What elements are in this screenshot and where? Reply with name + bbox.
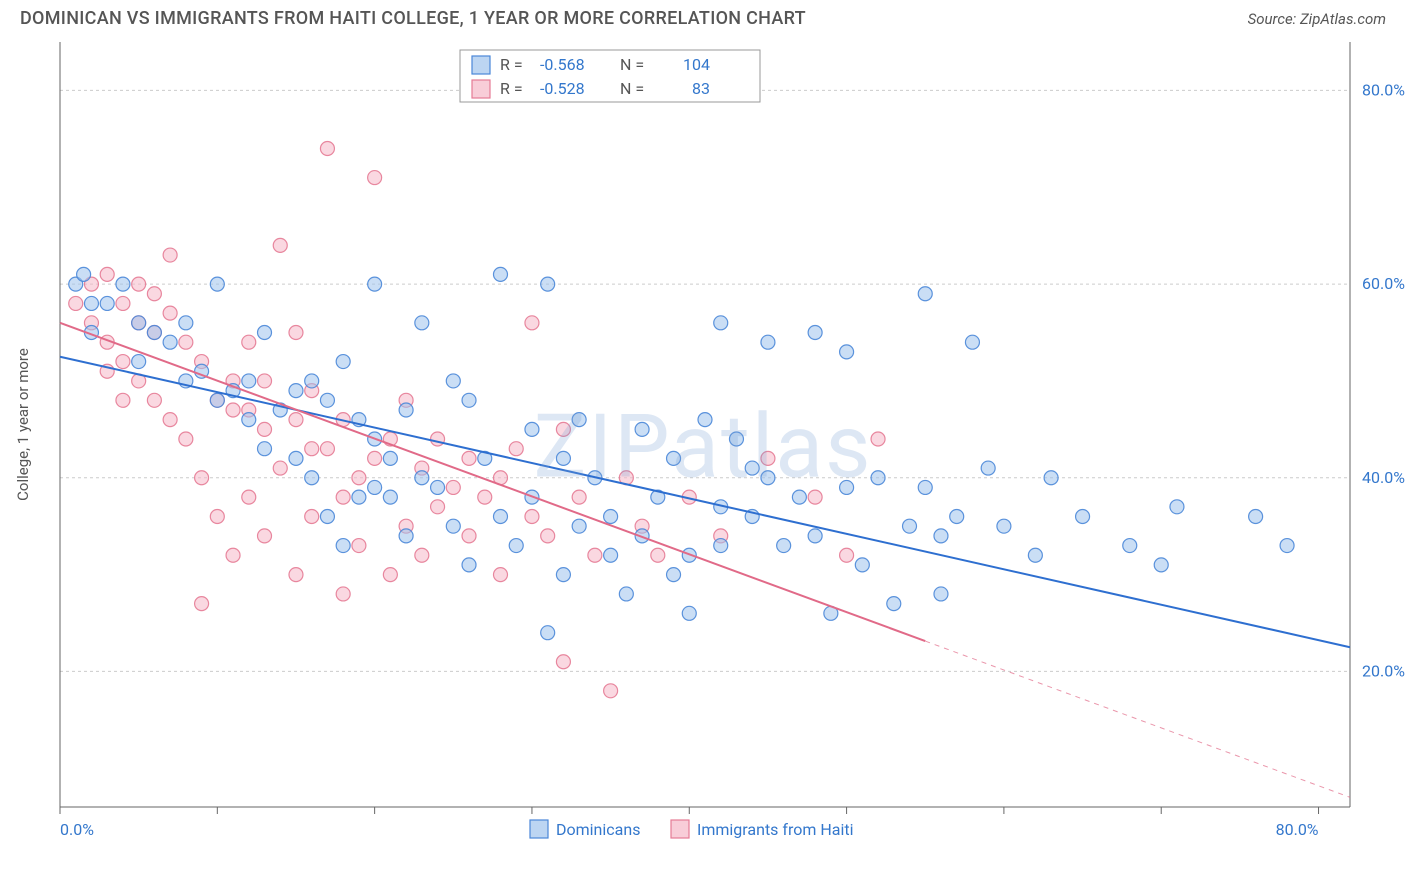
svg-text:40.0%: 40.0%	[1362, 468, 1405, 487]
source-prefix: Source:	[1248, 10, 1300, 28]
chart-title: DOMINICAN VS IMMIGRANTS FROM HAITI COLLE…	[20, 8, 806, 29]
svg-text:83: 83	[692, 79, 710, 98]
svg-text:80.0%: 80.0%	[1276, 820, 1319, 839]
svg-text:R =: R =	[500, 79, 523, 98]
svg-text:60.0%: 60.0%	[1362, 274, 1405, 293]
svg-text:80.0%: 80.0%	[1362, 80, 1405, 99]
svg-text:Immigrants from Haiti: Immigrants from Haiti	[697, 820, 853, 839]
svg-text:N =: N =	[620, 55, 644, 74]
svg-text:N =: N =	[620, 79, 644, 98]
svg-text:College, 1 year or more: College, 1 year or more	[14, 348, 32, 501]
svg-text:Dominicans: Dominicans	[556, 820, 640, 839]
correlation-chart: 20.0% 40.0% 60.0% 80.0% 0.0% 80.0% College, 1 …	[0, 37, 1406, 867]
svg-text:104: 104	[683, 55, 710, 74]
source-attribution: Source: ZipAtlas.com	[1248, 10, 1386, 28]
svg-text:0.0%: 0.0%	[60, 820, 94, 839]
svg-text:20.0%: 20.0%	[1362, 661, 1405, 680]
source-link[interactable]: ZipAtlas.com	[1300, 10, 1386, 28]
svg-text:-0.528: -0.528	[540, 79, 585, 98]
svg-text:-0.568: -0.568	[540, 55, 585, 74]
svg-text:R =: R =	[500, 55, 523, 74]
